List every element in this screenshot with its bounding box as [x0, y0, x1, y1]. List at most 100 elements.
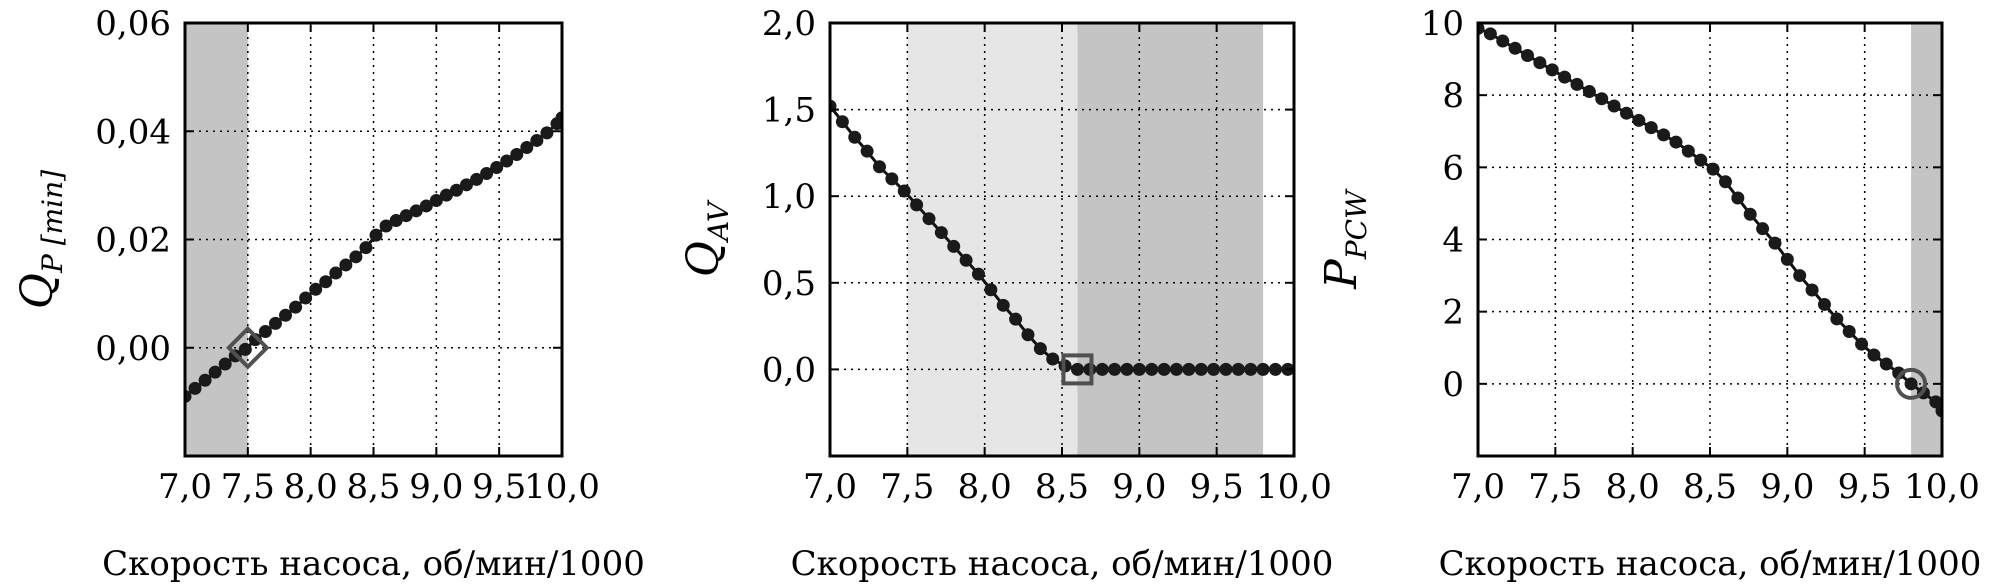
data-point — [1182, 362, 1196, 376]
data-point — [959, 253, 973, 267]
data-point — [1132, 362, 1146, 376]
y-axis-label-sub: AV — [702, 199, 735, 244]
data-point — [530, 133, 544, 147]
data-point — [1120, 362, 1134, 376]
x-tick-label: 7,5 — [1528, 467, 1582, 507]
y-tick-label: 1,0 — [762, 177, 816, 217]
data-point — [1256, 362, 1270, 376]
x-axis-label: Скорость насоса, об/мин/1000 — [102, 544, 645, 584]
data-point — [1743, 207, 1757, 221]
data-point — [1231, 362, 1245, 376]
data-point — [1157, 362, 1171, 376]
x-tick-label: 7,5 — [880, 467, 934, 507]
data-point — [1219, 362, 1233, 376]
data-point — [319, 275, 333, 289]
y-tick-label: 0,04 — [95, 112, 171, 152]
data-point — [480, 166, 494, 180]
data-point — [1805, 283, 1819, 297]
data-point — [1731, 191, 1745, 205]
data-point — [1904, 377, 1918, 391]
y-tick-label: 1,5 — [762, 91, 816, 131]
data-point — [188, 381, 202, 395]
y-axis-label: PPCW — [1316, 188, 1373, 290]
data-point — [1867, 348, 1881, 362]
data-point — [1533, 56, 1547, 70]
chart-1: 7,0 7,5 8,0 8,5 9,0 9,510,0 0,00 0,02 0,04 0,06 Ск… — [12, 4, 645, 584]
data-point — [947, 239, 961, 253]
x-tick-label: 9,5 — [1838, 467, 1892, 507]
data-point — [1009, 312, 1023, 326]
data-point — [369, 228, 383, 242]
data-point — [439, 188, 453, 202]
x-tick-label: 9,5 — [1190, 467, 1244, 507]
data-point — [1483, 27, 1497, 41]
data-point — [1669, 135, 1683, 149]
data-point — [379, 219, 393, 233]
x-tick-label: 10,0 — [1904, 467, 1980, 507]
y-tick-label: 0,02 — [95, 221, 171, 261]
data-point — [248, 333, 262, 347]
data-point — [1657, 128, 1671, 142]
data-point — [1582, 85, 1596, 99]
data-point — [419, 199, 433, 213]
data-point — [1855, 337, 1869, 351]
shaded-region — [1077, 23, 1264, 456]
data-point — [399, 209, 413, 223]
data-point — [1145, 362, 1159, 376]
x-tick-label: 7,0 — [158, 467, 212, 507]
data-point — [198, 373, 212, 387]
y-axis-label-main: Q — [12, 273, 63, 309]
data-point — [1793, 269, 1807, 283]
data-point — [329, 266, 343, 280]
data-point — [1558, 70, 1572, 84]
y-axis-label-sub: P [min] — [36, 170, 69, 274]
data-point — [510, 148, 524, 162]
data-point — [1694, 153, 1708, 167]
data-point — [490, 161, 504, 175]
data-point — [289, 300, 303, 314]
data-point — [279, 308, 293, 322]
data-point — [339, 258, 353, 272]
data-point — [1817, 297, 1831, 311]
x-tick-label: 8,5 — [1683, 467, 1737, 507]
data-point — [218, 357, 232, 371]
data-point — [996, 298, 1010, 312]
x-tick-label: 8,5 — [1035, 467, 1089, 507]
data-point — [1830, 312, 1844, 326]
data-point — [1935, 404, 1942, 418]
data-point — [910, 198, 924, 212]
x-tick-label: 10,0 — [1256, 467, 1332, 507]
y-axis-label: QP [min] — [12, 170, 69, 309]
data-point — [258, 325, 272, 339]
data-point — [409, 204, 423, 218]
data-point — [470, 172, 484, 186]
y-tick-label: 2,0 — [762, 4, 816, 44]
data-point — [1268, 362, 1282, 376]
special-marker-circle — [1895, 367, 1928, 400]
data-point — [1194, 362, 1208, 376]
data-point — [520, 140, 534, 154]
data-point — [1706, 162, 1720, 176]
data-point — [1108, 362, 1122, 376]
data-point — [1520, 48, 1534, 62]
data-point — [835, 115, 849, 129]
x-tick-label: 8,5 — [346, 467, 400, 507]
y-tick-label: 2 — [1442, 293, 1464, 333]
data-point — [934, 226, 948, 240]
y-axis-label-sub: PCW — [1340, 188, 1373, 260]
chart-2: 7,0 7,5 8,0 8,5 9,0 9,5 10,0 0,0 0,5 1,0 1,5 2,0 Ско… — [678, 4, 1333, 584]
data-point — [1021, 328, 1035, 342]
data-point — [860, 144, 874, 158]
data-point — [1768, 236, 1782, 250]
data-point — [984, 283, 998, 297]
data-point — [208, 365, 222, 379]
data-point — [885, 172, 899, 186]
data-point — [848, 130, 862, 144]
x-axis-label: Скорость насоса, об/мин/1000 — [1439, 544, 1982, 584]
data-point — [1780, 252, 1794, 266]
x-tick-label: 9,0 — [1760, 467, 1814, 507]
data-point — [1644, 121, 1658, 135]
x-tick-label: 8,0 — [284, 467, 338, 507]
data-point — [1508, 41, 1522, 55]
